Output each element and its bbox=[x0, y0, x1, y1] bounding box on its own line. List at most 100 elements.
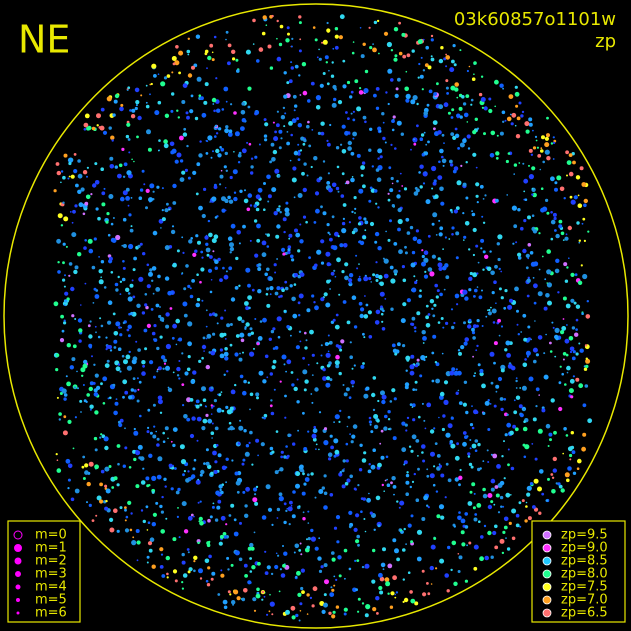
star-dot bbox=[155, 303, 160, 308]
star-dot bbox=[350, 90, 354, 94]
star-dot bbox=[178, 50, 184, 56]
star-dot bbox=[527, 276, 530, 279]
star-dot bbox=[540, 147, 543, 150]
star-dot bbox=[459, 468, 462, 472]
star-dot bbox=[89, 345, 92, 349]
star-dot bbox=[488, 97, 492, 101]
star-dot bbox=[205, 413, 209, 417]
star-dot bbox=[404, 423, 408, 427]
star-dot bbox=[253, 347, 255, 350]
star-dot bbox=[477, 261, 480, 264]
star-dot bbox=[346, 478, 351, 483]
star-dot bbox=[233, 151, 235, 153]
star-dot bbox=[468, 541, 472, 545]
star-dot bbox=[462, 289, 468, 295]
star-dot bbox=[351, 230, 356, 235]
star-dot bbox=[295, 613, 299, 618]
star-dot bbox=[172, 464, 175, 467]
star-dot bbox=[547, 300, 552, 306]
star-dot bbox=[294, 64, 299, 69]
star-dot bbox=[490, 381, 494, 385]
star-dot bbox=[277, 335, 281, 339]
star-dot bbox=[311, 353, 315, 357]
star-dot bbox=[434, 283, 439, 288]
star-dot bbox=[302, 517, 306, 521]
star-dot bbox=[228, 129, 233, 133]
star-dot bbox=[322, 376, 327, 381]
star-dot bbox=[225, 270, 228, 273]
star-dot bbox=[471, 210, 473, 213]
star-dot bbox=[333, 526, 338, 530]
star-dot bbox=[392, 485, 397, 489]
star-dot bbox=[495, 156, 499, 160]
zp-marker bbox=[542, 608, 552, 618]
star-dot bbox=[336, 165, 340, 169]
star-dot bbox=[354, 559, 357, 563]
star-dot bbox=[341, 221, 346, 226]
star-dot bbox=[440, 317, 444, 320]
star-dot bbox=[571, 450, 576, 455]
star-dot bbox=[503, 306, 507, 310]
star-dot bbox=[194, 116, 199, 121]
star-dot bbox=[461, 542, 466, 547]
star-dot bbox=[298, 549, 302, 552]
star-dot bbox=[433, 303, 437, 307]
star-dot bbox=[215, 490, 221, 496]
star-dot bbox=[462, 138, 467, 144]
star-dot bbox=[134, 87, 140, 93]
star-dot bbox=[405, 429, 408, 432]
star-dot bbox=[261, 31, 266, 36]
magnitude-label: m=4 bbox=[35, 580, 67, 595]
star-dot bbox=[332, 610, 336, 614]
star-dot bbox=[326, 139, 329, 142]
star-dot bbox=[391, 343, 396, 348]
star-dot bbox=[117, 275, 120, 279]
star-dot bbox=[208, 232, 213, 238]
star-dot bbox=[343, 392, 348, 397]
star-dot bbox=[243, 563, 248, 568]
star-dot bbox=[318, 57, 322, 61]
star-dot bbox=[299, 602, 303, 606]
star-dot bbox=[285, 509, 288, 513]
star-dot bbox=[224, 199, 229, 203]
star-dot bbox=[331, 182, 337, 188]
star-dot bbox=[377, 462, 382, 468]
star-dot bbox=[379, 281, 385, 287]
star-dot bbox=[78, 202, 84, 208]
star-dot bbox=[201, 386, 206, 392]
star-dot bbox=[151, 475, 157, 481]
star-dot bbox=[422, 38, 425, 41]
star-dot bbox=[558, 224, 563, 229]
star-dot bbox=[249, 327, 253, 331]
star-dot bbox=[203, 350, 205, 352]
star-dot bbox=[405, 93, 411, 99]
star-dot bbox=[482, 460, 485, 462]
star-dot bbox=[322, 211, 327, 216]
star-dot bbox=[455, 368, 458, 371]
star-dot bbox=[274, 470, 279, 475]
star-dot bbox=[371, 579, 376, 584]
star-dot bbox=[503, 440, 505, 443]
star-dot bbox=[515, 134, 521, 139]
star-dot bbox=[109, 349, 113, 352]
star-dot bbox=[153, 425, 156, 428]
star-dot bbox=[398, 506, 401, 509]
star-dot bbox=[439, 148, 444, 154]
star-dot bbox=[329, 237, 333, 242]
star-dot bbox=[384, 577, 390, 583]
star-dot bbox=[311, 129, 314, 131]
star-dot bbox=[163, 477, 167, 481]
star-dot bbox=[210, 577, 214, 581]
star-dot bbox=[304, 379, 309, 384]
star-dot bbox=[170, 291, 174, 295]
star-dot bbox=[355, 539, 360, 544]
star-dot bbox=[527, 257, 530, 260]
star-dot bbox=[306, 593, 310, 597]
star-dot bbox=[263, 182, 266, 185]
star-dot bbox=[263, 118, 267, 122]
star-dot bbox=[435, 378, 440, 384]
star-dot bbox=[175, 318, 180, 324]
star-dot bbox=[157, 73, 160, 75]
star-dot bbox=[195, 302, 201, 308]
star-dot bbox=[379, 442, 382, 445]
